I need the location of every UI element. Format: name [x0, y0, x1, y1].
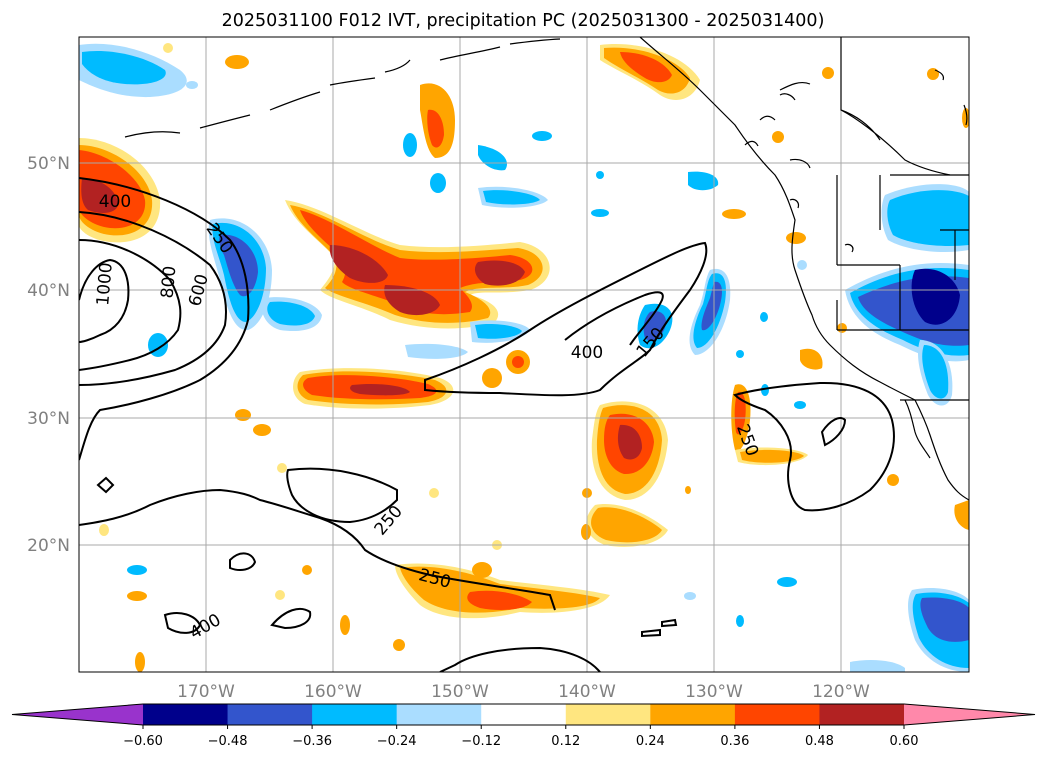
- positive-anomaly-28n-140w: [586, 401, 668, 547]
- lat-tick-label: 50°N: [27, 154, 70, 174]
- figure-title: 2025031100 F012 IVT, precipitation PC (2…: [222, 11, 825, 31]
- positive-anomaly-central-band: [285, 200, 550, 329]
- colorbar-tick-label: −0.24: [377, 734, 417, 749]
- lon-tick-label: 120°W: [812, 682, 870, 702]
- negative-anomaly-170w: [208, 218, 322, 332]
- lon-tick-label: 150°W: [431, 682, 489, 702]
- colorbar-segment: [650, 704, 736, 725]
- positive-anomaly-west: [79, 138, 161, 243]
- colorbar-extend-min: [12, 704, 143, 725]
- colorbar-tick-label: −0.12: [461, 734, 501, 749]
- colorbar-segment: [481, 704, 567, 725]
- map-frame: [78, 36, 970, 673]
- contour-label: 400: [571, 343, 603, 363]
- colorbar-segment: [143, 704, 229, 725]
- colorbar-tick-label: 0.24: [636, 734, 665, 749]
- contour-label: 400: [99, 192, 131, 212]
- colorbar-tick-label: −0.60: [123, 734, 163, 749]
- lat-tick-label: 20°N: [27, 536, 70, 556]
- colorbar-tick-label: 0.60: [890, 734, 919, 749]
- colorbar-tick-label: 0.48: [805, 734, 834, 749]
- contour-label: 1000: [93, 262, 117, 307]
- lat-tick-label: 40°N: [27, 281, 70, 301]
- contour-label: 800: [158, 265, 181, 299]
- colorbar-segment: [565, 704, 651, 725]
- colorbar-tick-label: −0.48: [208, 734, 248, 749]
- map-panel: 400 250 1000 800 600 400 150 250 250 250…: [78, 36, 970, 673]
- lon-tick-labels: 170°W 160°W 150°W 140°W 130°W 120°W: [177, 682, 870, 702]
- colorbar-extend-max: [904, 704, 1035, 725]
- colorbar-segment: [819, 704, 905, 725]
- colorbar-tick-label: −0.36: [292, 734, 332, 749]
- lon-tick-label: 140°W: [558, 682, 616, 702]
- colorbar-segment: [227, 704, 313, 725]
- negative-anomaly-36n: [405, 320, 530, 359]
- lon-tick-label: 170°W: [177, 682, 235, 702]
- lat-tick-labels: 20°N 30°N 40°N 50°N: [27, 154, 70, 556]
- coastlines: [124, 37, 969, 501]
- colorbar-segment: [396, 704, 482, 725]
- lon-tick-label: 160°W: [304, 682, 362, 702]
- negative-anomaly-nw: [79, 43, 187, 98]
- colorbar-tick-label: 0.36: [720, 734, 749, 749]
- lon-tick-label: 130°W: [685, 682, 743, 702]
- colorbar-segment: [734, 704, 820, 725]
- negative-anomaly-west-us: [845, 184, 969, 672]
- colorbar: −0.60 −0.48 −0.36 −0.24 −0.12 0.12 0.24 0.36 0.4…: [11, 703, 1036, 749]
- map-gridlines: [79, 37, 969, 672]
- colorbar-segment: [312, 704, 398, 725]
- colorbar-tick-label: 0.12: [551, 734, 580, 749]
- ivt-contours: [79, 177, 895, 672]
- lat-tick-label: 30°N: [27, 409, 70, 429]
- positive-anomaly-north-pacific: [420, 44, 700, 208]
